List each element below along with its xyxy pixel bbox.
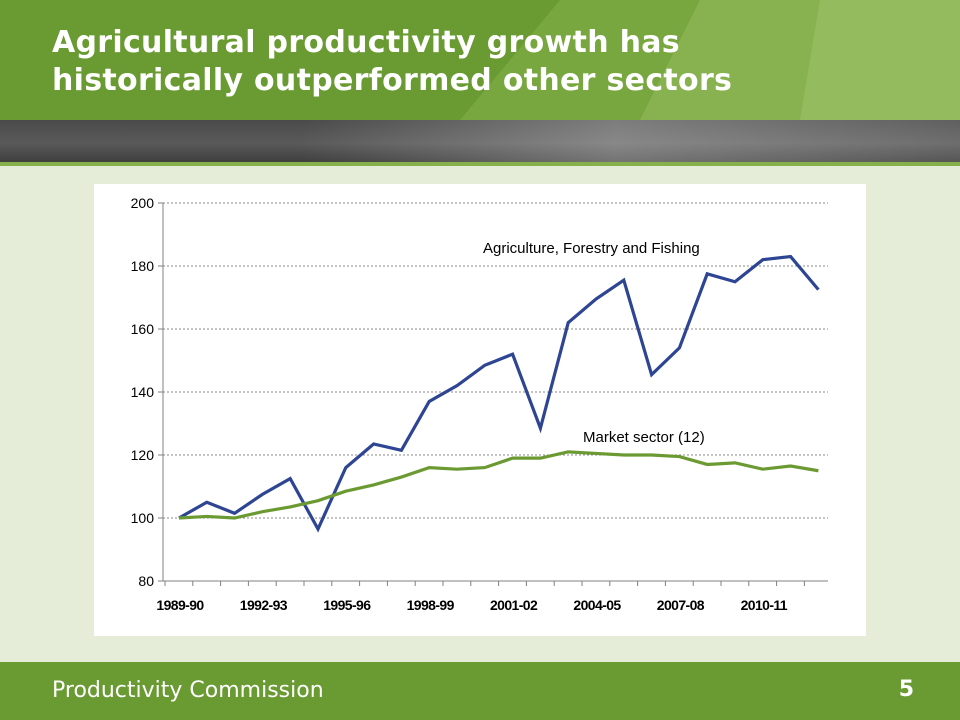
title-banner: Agricultural productivity growth has his… [0, 0, 960, 120]
x-tick-label: 2010-11 [741, 597, 788, 613]
x-tick-label: 1998-99 [407, 597, 455, 613]
y-tick-label: 160 [131, 321, 155, 337]
series-lines [178, 254, 820, 533]
header-divider-band [0, 120, 960, 162]
y-tick-label: 120 [131, 447, 155, 463]
agriculture-series-line [178, 254, 820, 533]
gridlines [163, 202, 828, 519]
y-tick-label: 80 [138, 573, 154, 589]
x-axis-ticks: 1989-90 1992-93 1995-96 1998-99 2001-02 2004-… [156, 597, 788, 613]
y-tick-label: 180 [131, 258, 155, 274]
chart-panel: 80 100 120 140 160 180 200 1989-90 1992-93 1995-… [94, 184, 866, 636]
axes [158, 202, 828, 586]
agriculture-series-label: Agriculture, Forestry and Fishing [483, 240, 700, 257]
x-tick-label: 2001-02 [490, 597, 538, 613]
market-sector-series-label: Market sector (12) [583, 429, 705, 446]
x-tick-label: 2004-05 [573, 597, 621, 613]
x-tick-label: 1995-96 [323, 597, 371, 613]
slide-title: Agricultural productivity growth has his… [52, 24, 732, 100]
y-tick-label: 200 [131, 195, 155, 211]
footer-bar: Productivity Commission 5 [0, 662, 960, 720]
x-tick-label: 1989-90 [156, 597, 204, 613]
x-tick-label: 1992-93 [240, 597, 288, 613]
slide-title-line2: historically outperformed other sectors [52, 63, 733, 98]
series-labels: Agriculture, Forestry and Fishing Market … [483, 240, 705, 446]
banner-decoration [460, 0, 960, 120]
y-axis-ticks: 80 100 120 140 160 180 200 [131, 195, 155, 589]
market-sector-series-line [178, 450, 819, 520]
y-tick-label: 100 [131, 510, 155, 526]
page-number: 5 [898, 677, 914, 702]
productivity-line-chart: 80 100 120 140 160 180 200 1989-90 1992-93 1995-… [131, 195, 828, 613]
x-tick-label: 2007-08 [657, 597, 705, 613]
footer-organisation: Productivity Commission [52, 678, 324, 703]
slide-title-line1: Agricultural productivity growth has [52, 25, 680, 60]
y-tick-label: 140 [131, 384, 155, 400]
header-accent-line [0, 162, 960, 166]
